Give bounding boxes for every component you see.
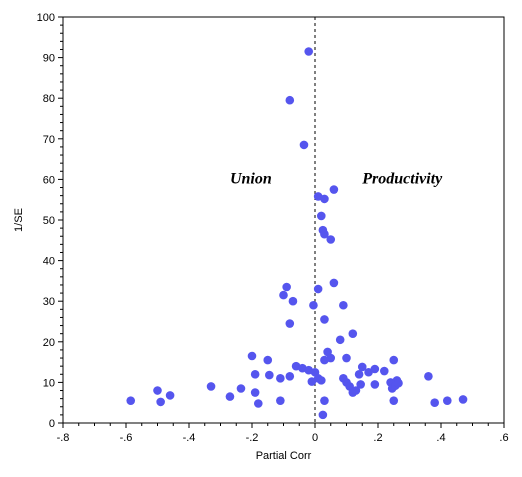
- data-point: [304, 47, 314, 56]
- data-point: [320, 396, 329, 405]
- data-point: [247, 351, 257, 361]
- data-point: [307, 377, 317, 386]
- data-point: [329, 185, 339, 194]
- y-tick-label: 40: [43, 256, 55, 268]
- data-point: [458, 395, 468, 404]
- data-point: [335, 335, 345, 345]
- data-point: [236, 384, 246, 393]
- data-point: [329, 278, 339, 288]
- data-point: [424, 372, 433, 381]
- data-point: [430, 398, 440, 408]
- data-point: [276, 374, 285, 383]
- x-tick-label: .4: [436, 432, 445, 444]
- data-point: [265, 370, 274, 380]
- data-point: [313, 284, 323, 294]
- data-point: [348, 388, 358, 397]
- data-point: [317, 211, 326, 221]
- plot-area: [62, 16, 505, 424]
- data-point: [250, 388, 260, 397]
- x-tick-label: 0: [312, 432, 318, 444]
- data-point: [276, 396, 285, 405]
- data-point: [394, 378, 403, 388]
- annotation-productivity: Productivity: [361, 170, 443, 187]
- y-tick-label: 90: [43, 53, 55, 65]
- data-point: [153, 386, 162, 395]
- data-point: [318, 410, 328, 420]
- data-point: [309, 300, 318, 310]
- data-point: [389, 355, 399, 365]
- data-point: [279, 290, 288, 300]
- data-point: [443, 396, 452, 405]
- data-point: [326, 235, 336, 244]
- y-tick-label: 100: [37, 12, 55, 24]
- data-point: [357, 362, 367, 372]
- data-point: [364, 367, 373, 377]
- data-point: [299, 140, 309, 150]
- x-tick-label: -.8: [57, 432, 70, 444]
- data-point: [389, 396, 399, 405]
- y-tick-label: 0: [49, 418, 55, 430]
- data-point: [320, 315, 329, 324]
- y-tick-label: 20: [43, 337, 55, 349]
- x-tick-label: .6: [499, 432, 508, 444]
- data-point: [225, 392, 235, 401]
- data-point: [285, 372, 295, 381]
- data-point: [250, 369, 260, 379]
- data-point: [126, 396, 136, 405]
- data-point: [317, 376, 326, 385]
- data-point: [320, 355, 329, 365]
- data-point: [165, 391, 175, 400]
- data-point: [370, 380, 380, 389]
- data-point: [206, 382, 216, 391]
- data-point: [354, 369, 364, 379]
- annotation-union: Union: [230, 170, 272, 187]
- data-point: [342, 353, 351, 363]
- data-point: [253, 399, 263, 408]
- data-point: [320, 229, 329, 239]
- data-point: [156, 397, 165, 407]
- y-tick-label: 30: [43, 296, 55, 308]
- y-tick-label: 10: [43, 377, 55, 389]
- x-tick-label: -.6: [120, 432, 133, 444]
- y-tick-label: 80: [43, 93, 55, 105]
- x-axis-label: Partial Corr: [256, 450, 312, 462]
- data-point: [339, 300, 348, 310]
- data-point: [285, 95, 295, 105]
- data-point: [348, 329, 358, 338]
- data-point: [380, 366, 389, 376]
- y-axis-label: 1/SE: [13, 208, 25, 232]
- x-tick-label: -.2: [246, 432, 259, 444]
- y-tick-label: 50: [43, 215, 55, 227]
- y-tick-label: 70: [43, 134, 55, 146]
- data-point: [320, 194, 329, 204]
- y-tick-label: 60: [43, 174, 55, 186]
- data-point: [263, 355, 273, 365]
- data-point: [356, 380, 365, 389]
- data-point: [288, 296, 298, 306]
- x-tick-label: .2: [373, 432, 382, 444]
- data-point: [285, 319, 295, 328]
- x-tick-label: -.4: [183, 432, 196, 444]
- data-point: [282, 282, 291, 292]
